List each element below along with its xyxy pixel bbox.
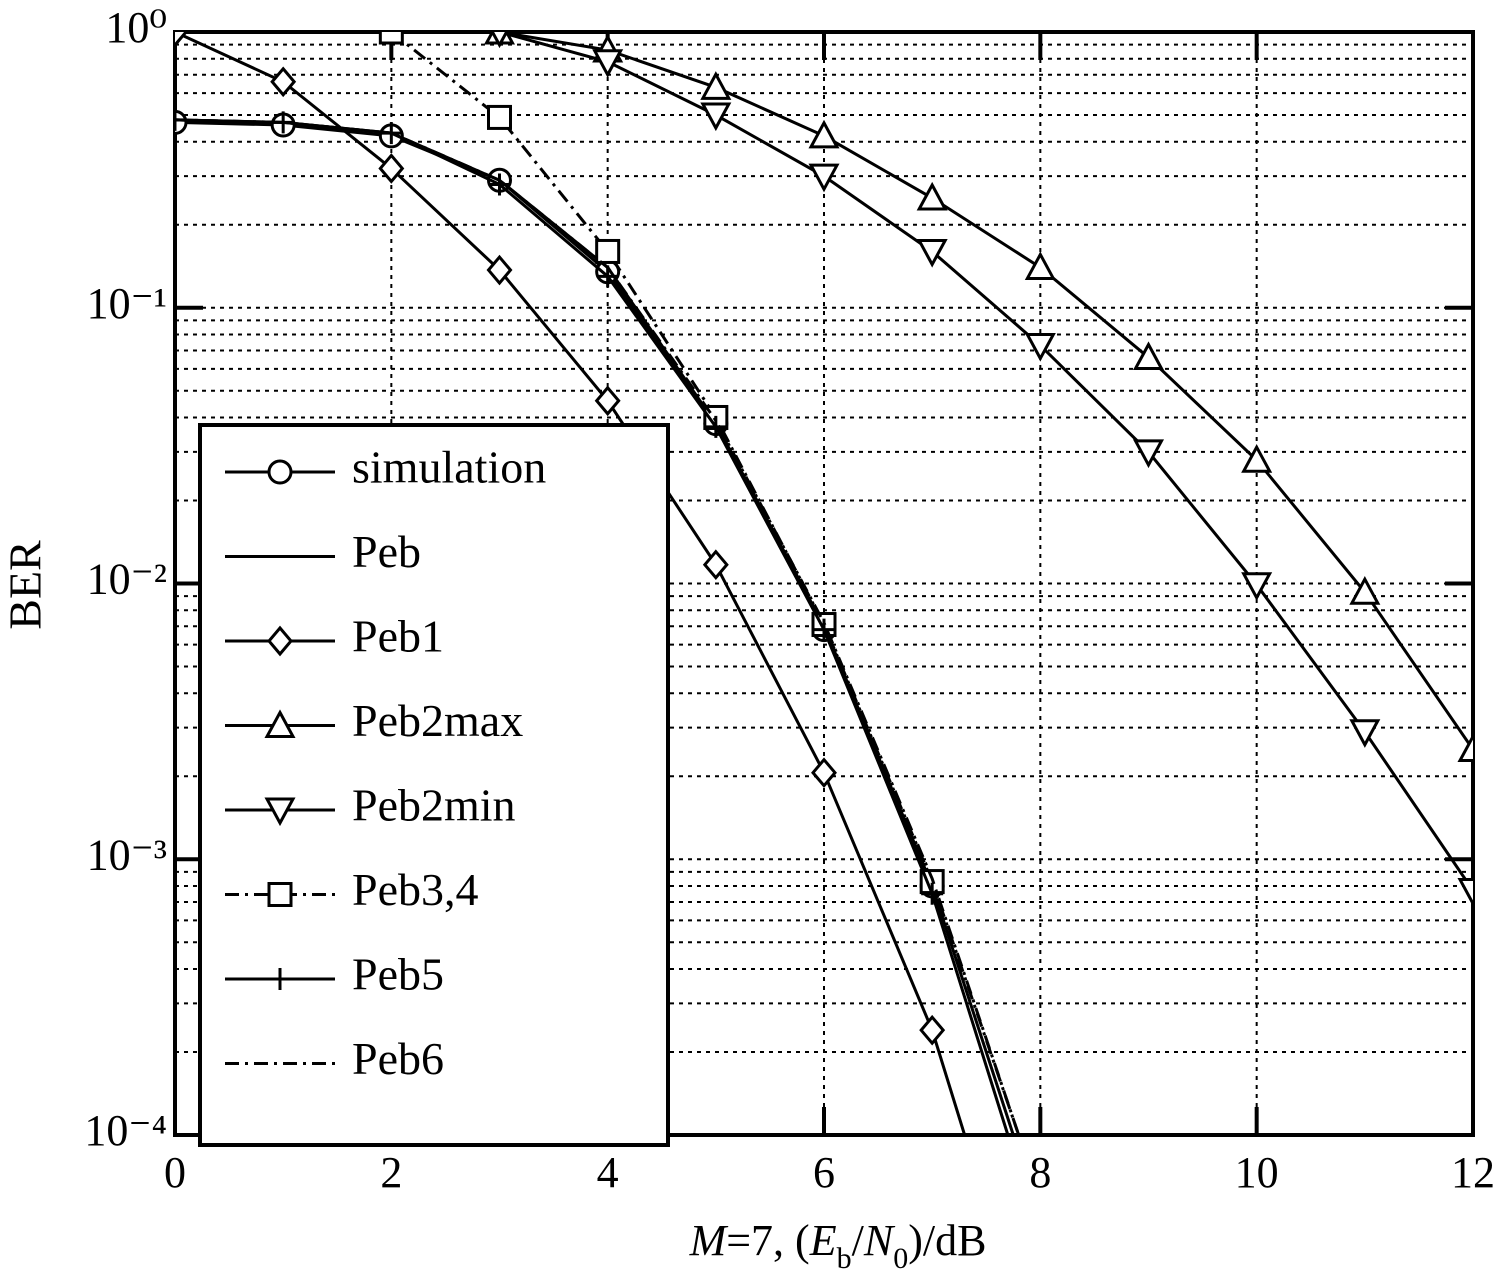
legend-label: Peb bbox=[352, 526, 421, 577]
marker bbox=[1024, 332, 1056, 362]
marker bbox=[700, 71, 732, 100]
x-label-part: / bbox=[852, 1216, 865, 1265]
x-label-part: E bbox=[809, 1216, 837, 1265]
legend-label: Peb2max bbox=[352, 695, 523, 746]
marker bbox=[1241, 444, 1273, 473]
y-tick-label: 10⁰ bbox=[105, 3, 167, 52]
marker bbox=[487, 104, 512, 130]
x-label-part: 0 bbox=[893, 1242, 908, 1275]
marker bbox=[175, 32, 188, 48]
y-tick-label: 10⁻² bbox=[87, 555, 167, 604]
marker bbox=[921, 882, 944, 905]
legend-label: Peb6 bbox=[352, 1033, 444, 1084]
marker bbox=[488, 173, 511, 196]
legend-label: simulation bbox=[352, 442, 546, 493]
y-tick-label: 10⁻¹ bbox=[87, 279, 167, 328]
marker bbox=[702, 549, 729, 581]
series-line bbox=[175, 118, 1021, 1135]
x-tick-label: 4 bbox=[597, 1148, 619, 1197]
marker bbox=[700, 102, 732, 132]
marker bbox=[267, 459, 293, 485]
legend-label: Peb2min bbox=[352, 780, 516, 831]
y-tick-label: 10⁻⁴ bbox=[84, 1106, 167, 1155]
marker bbox=[264, 709, 296, 738]
marker bbox=[595, 238, 621, 264]
legend-box bbox=[198, 423, 670, 1147]
y-axis-label: BER bbox=[0, 540, 51, 630]
marker bbox=[378, 32, 404, 45]
marker bbox=[269, 968, 291, 990]
marker bbox=[267, 882, 293, 907]
marker bbox=[1132, 439, 1165, 469]
x-label-part: b bbox=[837, 1242, 852, 1275]
marker bbox=[175, 109, 188, 135]
marker bbox=[594, 385, 621, 417]
marker bbox=[490, 32, 509, 49]
marker bbox=[919, 1014, 946, 1046]
marker bbox=[264, 797, 296, 827]
series-line bbox=[499, 32, 1473, 892]
legend-label: Peb5 bbox=[352, 949, 444, 1000]
x-label-part: N bbox=[863, 1216, 896, 1265]
marker bbox=[270, 66, 297, 98]
x-tick-label: 6 bbox=[813, 1148, 835, 1197]
marker bbox=[1349, 576, 1381, 605]
x-label-part: )/dB bbox=[908, 1216, 986, 1265]
plot-frame bbox=[173, 30, 1475, 1137]
x-tick-label: 8 bbox=[1029, 1148, 1051, 1197]
marker bbox=[1241, 572, 1273, 601]
marker bbox=[1024, 251, 1056, 280]
legend-label: Peb1 bbox=[352, 611, 444, 662]
marker bbox=[916, 238, 948, 268]
x-label-part: =7, ( bbox=[726, 1216, 809, 1265]
y-tick-label: 10⁻³ bbox=[87, 830, 167, 879]
x-tick-label: 10 bbox=[1235, 1148, 1279, 1197]
marker bbox=[811, 757, 837, 789]
marker bbox=[378, 153, 405, 184]
legend-label: Peb3,4 bbox=[352, 864, 479, 915]
series-layer bbox=[175, 32, 1473, 1135]
marker bbox=[808, 119, 840, 149]
x-label-part: M bbox=[689, 1216, 729, 1265]
marker bbox=[808, 163, 840, 193]
marker bbox=[1457, 878, 1473, 907]
marker bbox=[1349, 719, 1381, 748]
marker bbox=[486, 254, 513, 286]
x-axis-label: M=7, (Eb/N0)/dB bbox=[689, 1216, 987, 1275]
marker bbox=[267, 625, 293, 657]
marker bbox=[592, 49, 624, 78]
x-tick-label: 2 bbox=[380, 1148, 402, 1197]
marker bbox=[1457, 733, 1473, 763]
marker bbox=[916, 181, 948, 211]
x-tick-label: 0 bbox=[164, 1148, 186, 1197]
series-line bbox=[499, 32, 1473, 751]
x-tick-label: 12 bbox=[1451, 1148, 1495, 1197]
marker bbox=[1132, 341, 1165, 371]
